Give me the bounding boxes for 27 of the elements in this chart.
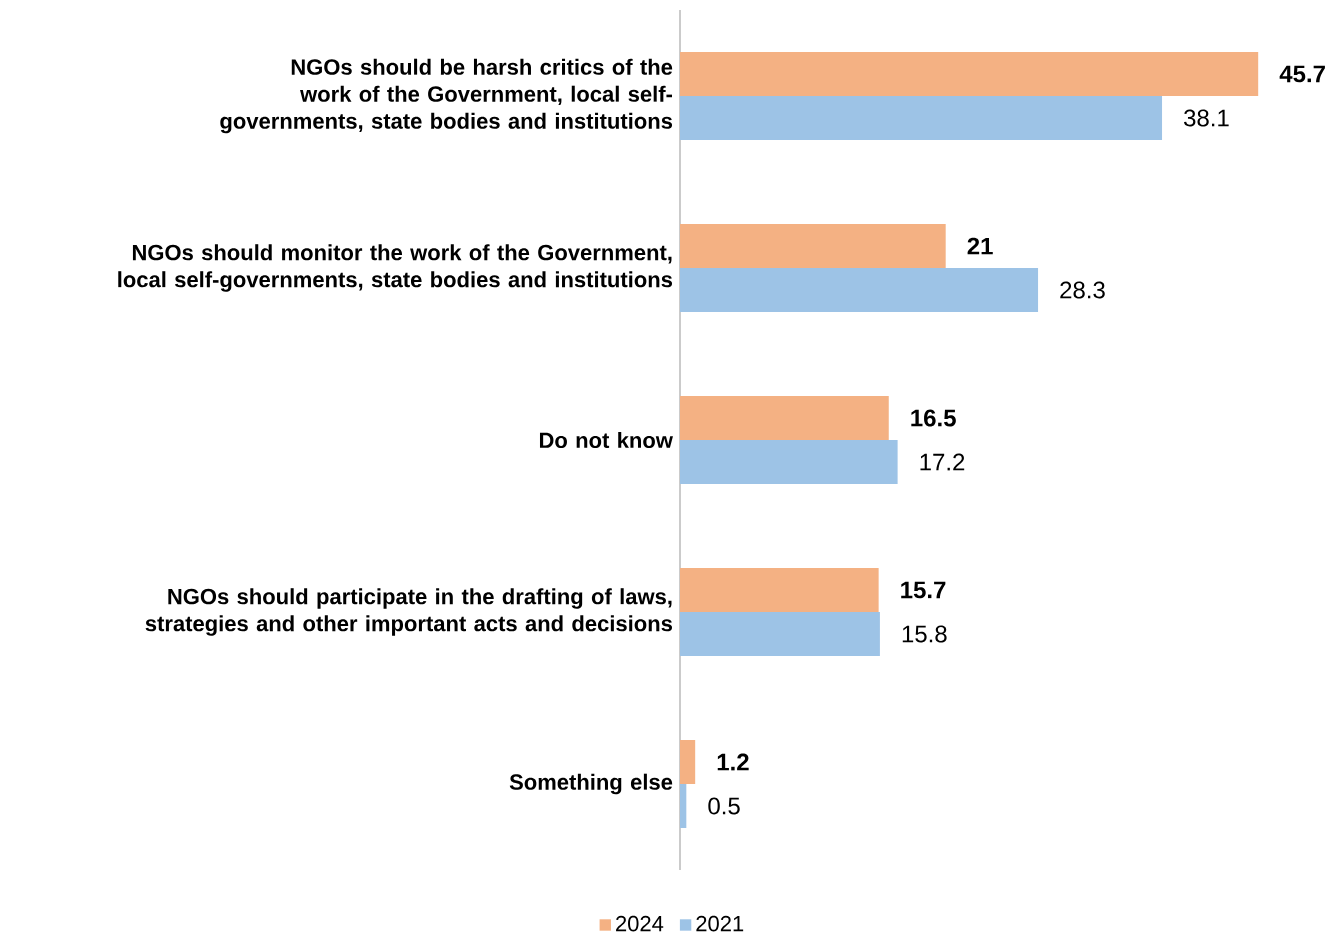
data-label: 1.2 bbox=[717, 753, 749, 771]
bar bbox=[680, 224, 946, 268]
y-tick-label: Something else bbox=[509, 773, 673, 795]
data-label: 0.5 bbox=[708, 797, 740, 815]
bar bbox=[680, 96, 1163, 140]
bar bbox=[680, 783, 687, 828]
y-tick-label: NGOs should participate in the drafting of laws, strategies and other important acts and decisions bbox=[145, 588, 672, 636]
bar bbox=[680, 611, 880, 656]
data-label: 28.3 bbox=[1060, 281, 1105, 299]
bar bbox=[680, 739, 696, 784]
data-label: 17.2 bbox=[920, 453, 965, 471]
data-label: 16.5 bbox=[911, 409, 956, 427]
bar bbox=[680, 268, 1039, 312]
data-label: 15.7 bbox=[901, 581, 946, 599]
y-tick-label: Do not know bbox=[539, 431, 673, 449]
data-label: 45.7 bbox=[1279, 65, 1325, 83]
bar bbox=[680, 439, 898, 484]
bar bbox=[680, 52, 1259, 96]
y-tick-label: NGOs should monitor the work of the Government, local self-governments, state bodies and institutions bbox=[118, 244, 673, 292]
data-label: 21 bbox=[967, 237, 993, 255]
data-label: 38.1 bbox=[1184, 109, 1229, 127]
y-tick-label: NGOs should be harsh critics of the work of the Government, local self-governments, state bodies and institutions bbox=[220, 58, 673, 134]
legend-label: 2021 bbox=[696, 915, 744, 932]
bar bbox=[680, 567, 879, 612]
bar bbox=[680, 395, 889, 440]
legend-label: 2024 bbox=[616, 915, 664, 932]
data-label: 15.8 bbox=[902, 625, 947, 643]
